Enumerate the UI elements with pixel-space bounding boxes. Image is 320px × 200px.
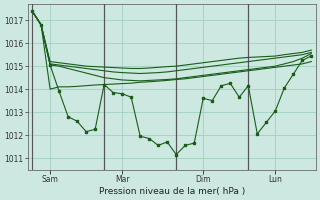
X-axis label: Pression niveau de la mer( hPa ): Pression niveau de la mer( hPa ) [99, 187, 245, 196]
